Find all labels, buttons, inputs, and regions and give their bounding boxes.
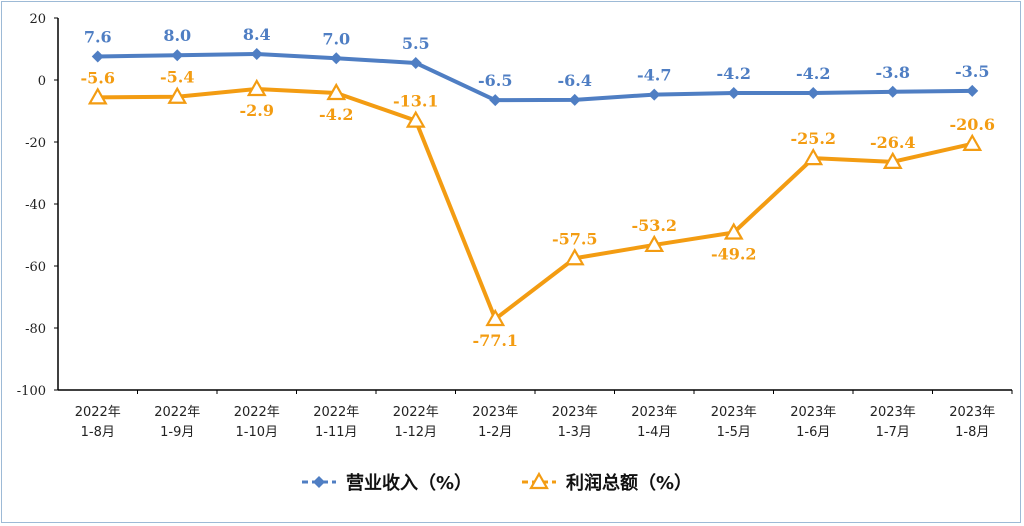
data-label: -5.4 — [160, 68, 194, 87]
data-label: -6.5 — [478, 71, 512, 90]
diamond-marker — [727, 87, 740, 100]
x-category-label: 2022年 — [75, 405, 121, 420]
x-category-label: 1-9月 — [160, 425, 194, 440]
x-category-label: 2023年 — [949, 405, 995, 420]
triangle-marker — [405, 110, 426, 128]
y-tick-label: -40 — [25, 198, 46, 213]
triangle-marker — [246, 78, 267, 97]
x-category-label: 2022年 — [154, 405, 200, 420]
triangle-marker — [962, 133, 983, 151]
series-line — [97, 86, 973, 322]
series-line — [97, 51, 973, 103]
data-label: 5.5 — [402, 34, 430, 53]
data-label: -4.2 — [796, 64, 830, 83]
data-label: -25.2 — [790, 129, 836, 148]
data-label: 7.0 — [322, 29, 350, 48]
triangle-marker — [644, 234, 665, 253]
triangle-marker — [87, 87, 108, 105]
data-label: 8.0 — [163, 26, 191, 45]
x-category-label: 2023年 — [552, 405, 598, 420]
data-label: -4.7 — [637, 66, 671, 85]
x-category-label: 2023年 — [631, 405, 677, 420]
x-category-label: 1-6月 — [796, 425, 830, 440]
data-label: 7.6 — [84, 27, 112, 46]
series-2: -5.6 -5.4 -2.9 -4.2 -13.1 -77.1 -57.5 -53.2 -49.… — [81, 68, 996, 350]
triangle-marker — [803, 147, 824, 166]
triangle-marker — [882, 151, 903, 169]
legend-diamond-icon — [313, 476, 325, 488]
x-category-label: 2023年 — [711, 405, 757, 420]
series-1: 7.6 8.0 8.4 7.0 5.5 -6.5 -6.4 -4.7 -4.2 -4.2 -3.8 -… — [84, 25, 989, 107]
data-label: -4.2 — [717, 64, 751, 83]
data-label: -13.1 — [393, 92, 439, 111]
data-label: -26.4 — [870, 133, 916, 152]
x-category-label: 1-8月 — [81, 425, 115, 440]
x-category-label: 1-5月 — [717, 425, 751, 440]
legend: 营业收入（%） 利润总额（%） — [302, 471, 692, 494]
diamond-marker — [489, 94, 502, 107]
x-category-label: 2023年 — [472, 405, 518, 420]
legend-triangle-icon — [529, 471, 549, 490]
legend-label: 营业收入（%） — [346, 472, 472, 494]
diamond-marker — [966, 84, 979, 97]
y-tick-label: -60 — [25, 260, 46, 275]
triangle-marker — [485, 308, 506, 327]
x-category-label: 2022年 — [313, 405, 359, 420]
diamond-marker — [807, 87, 820, 100]
y-tick-label: -20 — [25, 136, 46, 151]
data-label: -49.2 — [711, 245, 757, 264]
data-label: -2.9 — [240, 101, 274, 120]
legend-item-2: 利润总额（%） — [522, 471, 692, 494]
data-label: -53.2 — [631, 216, 677, 235]
x-category-label: 1-12月 — [394, 425, 437, 440]
data-label: -77.1 — [472, 331, 518, 350]
y-tick-label: 20 — [29, 12, 46, 27]
x-category-label: 2023年 — [870, 405, 916, 420]
data-label: -3.8 — [876, 63, 910, 82]
triangle-marker — [723, 222, 744, 240]
triangle-marker — [326, 82, 347, 101]
x-category-label: 1-10月 — [235, 425, 278, 440]
x-category-label: 2023年 — [790, 405, 836, 420]
series-group: 7.6 8.0 8.4 7.0 5.5-6.5 -6.4 -4.7 -4.2 -4.2 -3.8-… — [81, 25, 996, 350]
x-category-label: 1-7月 — [876, 425, 910, 440]
data-label: -5.6 — [81, 68, 115, 87]
data-label: -20.6 — [949, 115, 995, 134]
diamond-marker — [886, 85, 899, 98]
legend-item-1: 营业收入（%） — [302, 472, 472, 494]
x-category-label: 1-4月 — [637, 425, 671, 440]
diamond-marker — [91, 50, 104, 63]
data-label: -57.5 — [552, 229, 598, 248]
data-label: -4.2 — [319, 105, 353, 124]
data-label: -3.5 — [955, 62, 989, 81]
data-label: 8.4 — [243, 25, 271, 44]
diamond-marker — [330, 52, 343, 65]
axes: 20 0 -20 -40 -60 -80 -100 2022年 1-8月 2022年 1-9月 202… — [17, 12, 1013, 440]
y-tick-label: -80 — [25, 322, 46, 337]
y-tick-label: -100 — [17, 384, 46, 399]
diamond-marker — [648, 88, 661, 101]
data-label: -6.4 — [558, 71, 592, 90]
x-category-label: 1-2月 — [478, 425, 512, 440]
diamond-marker — [171, 49, 184, 62]
x-category-label: 2022年 — [393, 405, 439, 420]
x-category-label: 1-11月 — [315, 425, 358, 440]
x-category-label: 1-3月 — [558, 425, 592, 440]
diamond-marker — [568, 93, 581, 106]
x-category-label: 1-8月 — [955, 425, 989, 440]
triangle-marker — [564, 248, 585, 266]
diamond-marker — [409, 56, 422, 69]
legend-label: 利润总额（%） — [566, 472, 692, 494]
x-category-label: 2022年 — [234, 405, 280, 420]
triangle-marker — [167, 86, 188, 104]
y-tick-label: 0 — [38, 74, 46, 89]
diamond-marker — [250, 47, 263, 60]
